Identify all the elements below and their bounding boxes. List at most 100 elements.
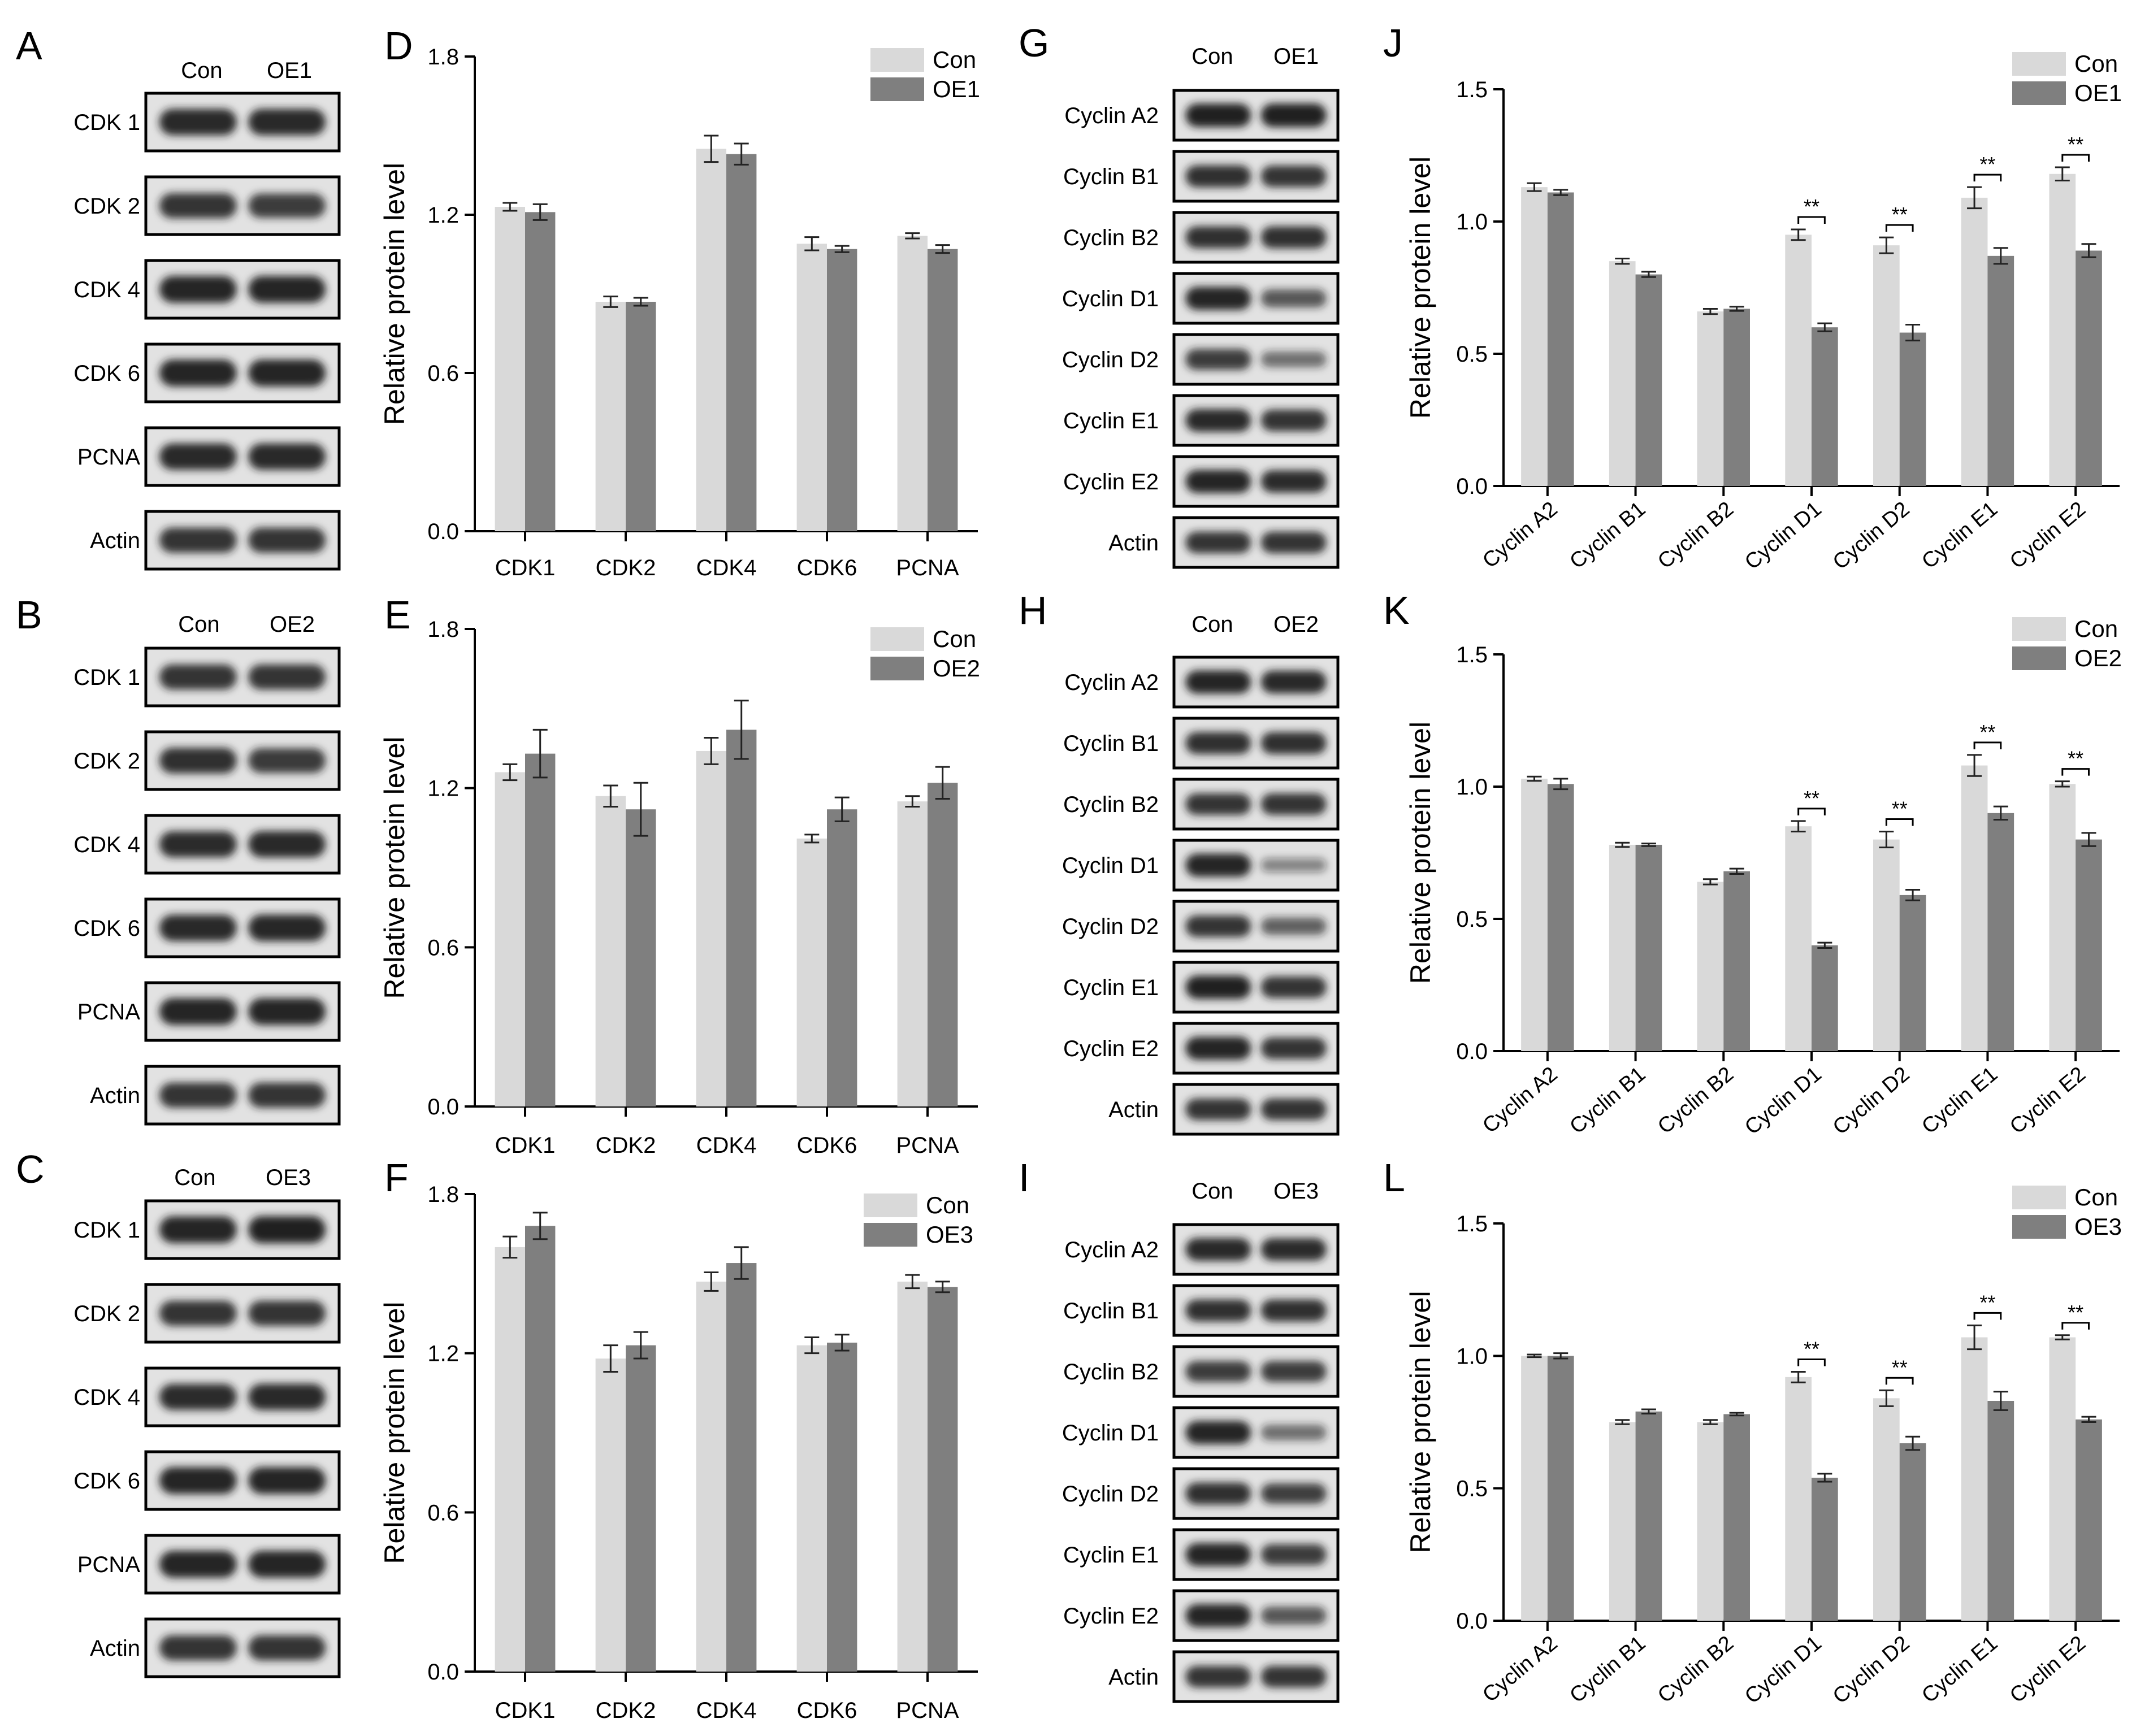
blot-row-label: CDK 4 xyxy=(73,832,140,857)
significance-label: ** xyxy=(1804,787,1819,810)
blot-band xyxy=(1260,917,1327,935)
lane-label-oe1: OE1 xyxy=(1273,44,1319,69)
y-axis-title: Relative protein level xyxy=(1405,157,1436,419)
bar-oe3 xyxy=(726,1263,757,1672)
bar-oe3 xyxy=(1635,1411,1662,1621)
lane-label-con: Con xyxy=(1192,44,1233,69)
blot-band xyxy=(248,1300,326,1326)
x-tick-label: Cyclin D2 xyxy=(1829,497,1914,575)
blot-row-label: Actin xyxy=(90,1083,140,1108)
bar-oe1 xyxy=(1987,255,2014,486)
significance-bracket xyxy=(1885,818,1914,826)
blot-band xyxy=(1260,409,1327,432)
blot-band xyxy=(1185,287,1251,310)
bar-oe1 xyxy=(2076,250,2102,486)
blot-panel-a: A Con OE1 CDK 1 CDK 2 CDK 4 CDK 6 PCNA Actin xyxy=(16,24,341,571)
x-tick-label: Cyclin B1 xyxy=(1565,497,1650,574)
significance-label: ** xyxy=(1979,1291,1995,1314)
bar-con xyxy=(1697,882,1724,1051)
blot-row-label: PCNA xyxy=(77,1000,140,1025)
y-tick-label: 0.6 xyxy=(427,361,459,386)
y-tick-label: 0.0 xyxy=(427,1095,459,1119)
blot-row-label: CDK 6 xyxy=(73,361,140,386)
chart-panel-f: F 0.0 0.6 1.2 1.8 Relative protein level CDK1 C… xyxy=(379,1156,978,1723)
blot-row-label: Cyclin A2 xyxy=(1064,103,1159,128)
blot-band xyxy=(1185,1604,1251,1628)
bar-con xyxy=(696,750,726,1106)
bar-con xyxy=(595,302,626,531)
blot-band xyxy=(1260,1098,1327,1121)
blot-band xyxy=(1260,1544,1327,1565)
significance-label: ** xyxy=(1892,1356,1908,1379)
blot-band xyxy=(1185,165,1251,188)
lane-label-oe2: OE2 xyxy=(1273,612,1319,637)
blot-row-label: Cyclin E1 xyxy=(1063,975,1159,1000)
blot-row-label: CDK 1 xyxy=(73,1218,140,1243)
blot-band xyxy=(1260,670,1327,694)
x-tick-label: CDK2 xyxy=(596,1698,656,1723)
legend-swatch-oe2 xyxy=(2012,646,2066,670)
bar-oe3 xyxy=(1899,1443,1926,1621)
blot-band xyxy=(1185,103,1251,127)
bar-con xyxy=(2049,1337,2076,1621)
y-tick-label: 1.0 xyxy=(1456,775,1488,800)
legend-swatch-oe3 xyxy=(864,1223,917,1247)
bar-con xyxy=(595,796,626,1106)
blot-band xyxy=(159,359,237,387)
legend-swatch-con xyxy=(864,1194,917,1217)
bar-con xyxy=(495,772,525,1106)
significance-label: ** xyxy=(2068,1301,2083,1324)
legend-label-oe1: OE1 xyxy=(933,76,980,102)
blot-band xyxy=(248,276,326,303)
panel-letter: G xyxy=(1019,21,1049,65)
blot-band xyxy=(248,359,326,387)
bar-oe1 xyxy=(626,302,656,531)
legend-label-con: Con xyxy=(2074,50,2118,77)
x-tick-label: Cyclin E1 xyxy=(1917,497,2002,574)
blot-band xyxy=(159,1300,237,1326)
y-axis-title: Relative protein level xyxy=(379,736,410,999)
bar-oe2 xyxy=(1812,945,1838,1051)
blot-row-label: Cyclin B2 xyxy=(1063,792,1159,817)
bar-con xyxy=(1609,261,1636,486)
legend-label-oe2: OE2 xyxy=(2074,645,2122,671)
blot-band xyxy=(159,1635,237,1661)
blot-band xyxy=(1260,732,1327,754)
y-tick-label: 0.0 xyxy=(1456,474,1488,499)
blot-row-label: Cyclin E2 xyxy=(1063,1604,1159,1629)
blot-band xyxy=(1260,289,1327,307)
blot-band xyxy=(1185,793,1251,815)
blot-band xyxy=(1185,1098,1251,1121)
blot-band xyxy=(1260,1607,1327,1625)
bar-oe1 xyxy=(928,249,958,531)
blot-band xyxy=(1185,226,1251,249)
blot-row-label: Cyclin B1 xyxy=(1063,1299,1159,1323)
blot-band xyxy=(159,1467,237,1494)
y-tick-label: 1.0 xyxy=(1456,210,1488,235)
blot-band xyxy=(159,664,237,690)
blot-band xyxy=(1260,858,1327,872)
bar-con xyxy=(595,1359,626,1672)
bar-con xyxy=(897,801,928,1106)
significance-label: ** xyxy=(2068,133,2083,156)
blot-row-label: PCNA xyxy=(77,445,140,470)
panel-letter: C xyxy=(16,1147,45,1191)
significance-label: ** xyxy=(1892,203,1908,226)
y-tick-label: 1.5 xyxy=(1456,1212,1488,1236)
panel-letter: I xyxy=(1019,1156,1029,1200)
significance-label: ** xyxy=(1979,721,1995,744)
x-tick-label: CDK2 xyxy=(596,555,656,580)
blot-band xyxy=(1260,1037,1327,1060)
legend-swatch-con xyxy=(2012,1186,2066,1209)
bar-oe2 xyxy=(525,753,556,1106)
bar-con xyxy=(796,1345,827,1672)
significance-bracket xyxy=(1973,741,2002,749)
bar-oe2 xyxy=(827,809,857,1106)
blot-band xyxy=(1260,1483,1327,1504)
significance-bracket xyxy=(1885,1377,1914,1385)
legend-label-con: Con xyxy=(926,1192,969,1218)
bar-con xyxy=(897,1281,928,1672)
blot-row-label: Cyclin A2 xyxy=(1064,670,1159,695)
blot-band xyxy=(1185,975,1251,999)
x-tick-label: Cyclin B2 xyxy=(1653,1631,1738,1708)
